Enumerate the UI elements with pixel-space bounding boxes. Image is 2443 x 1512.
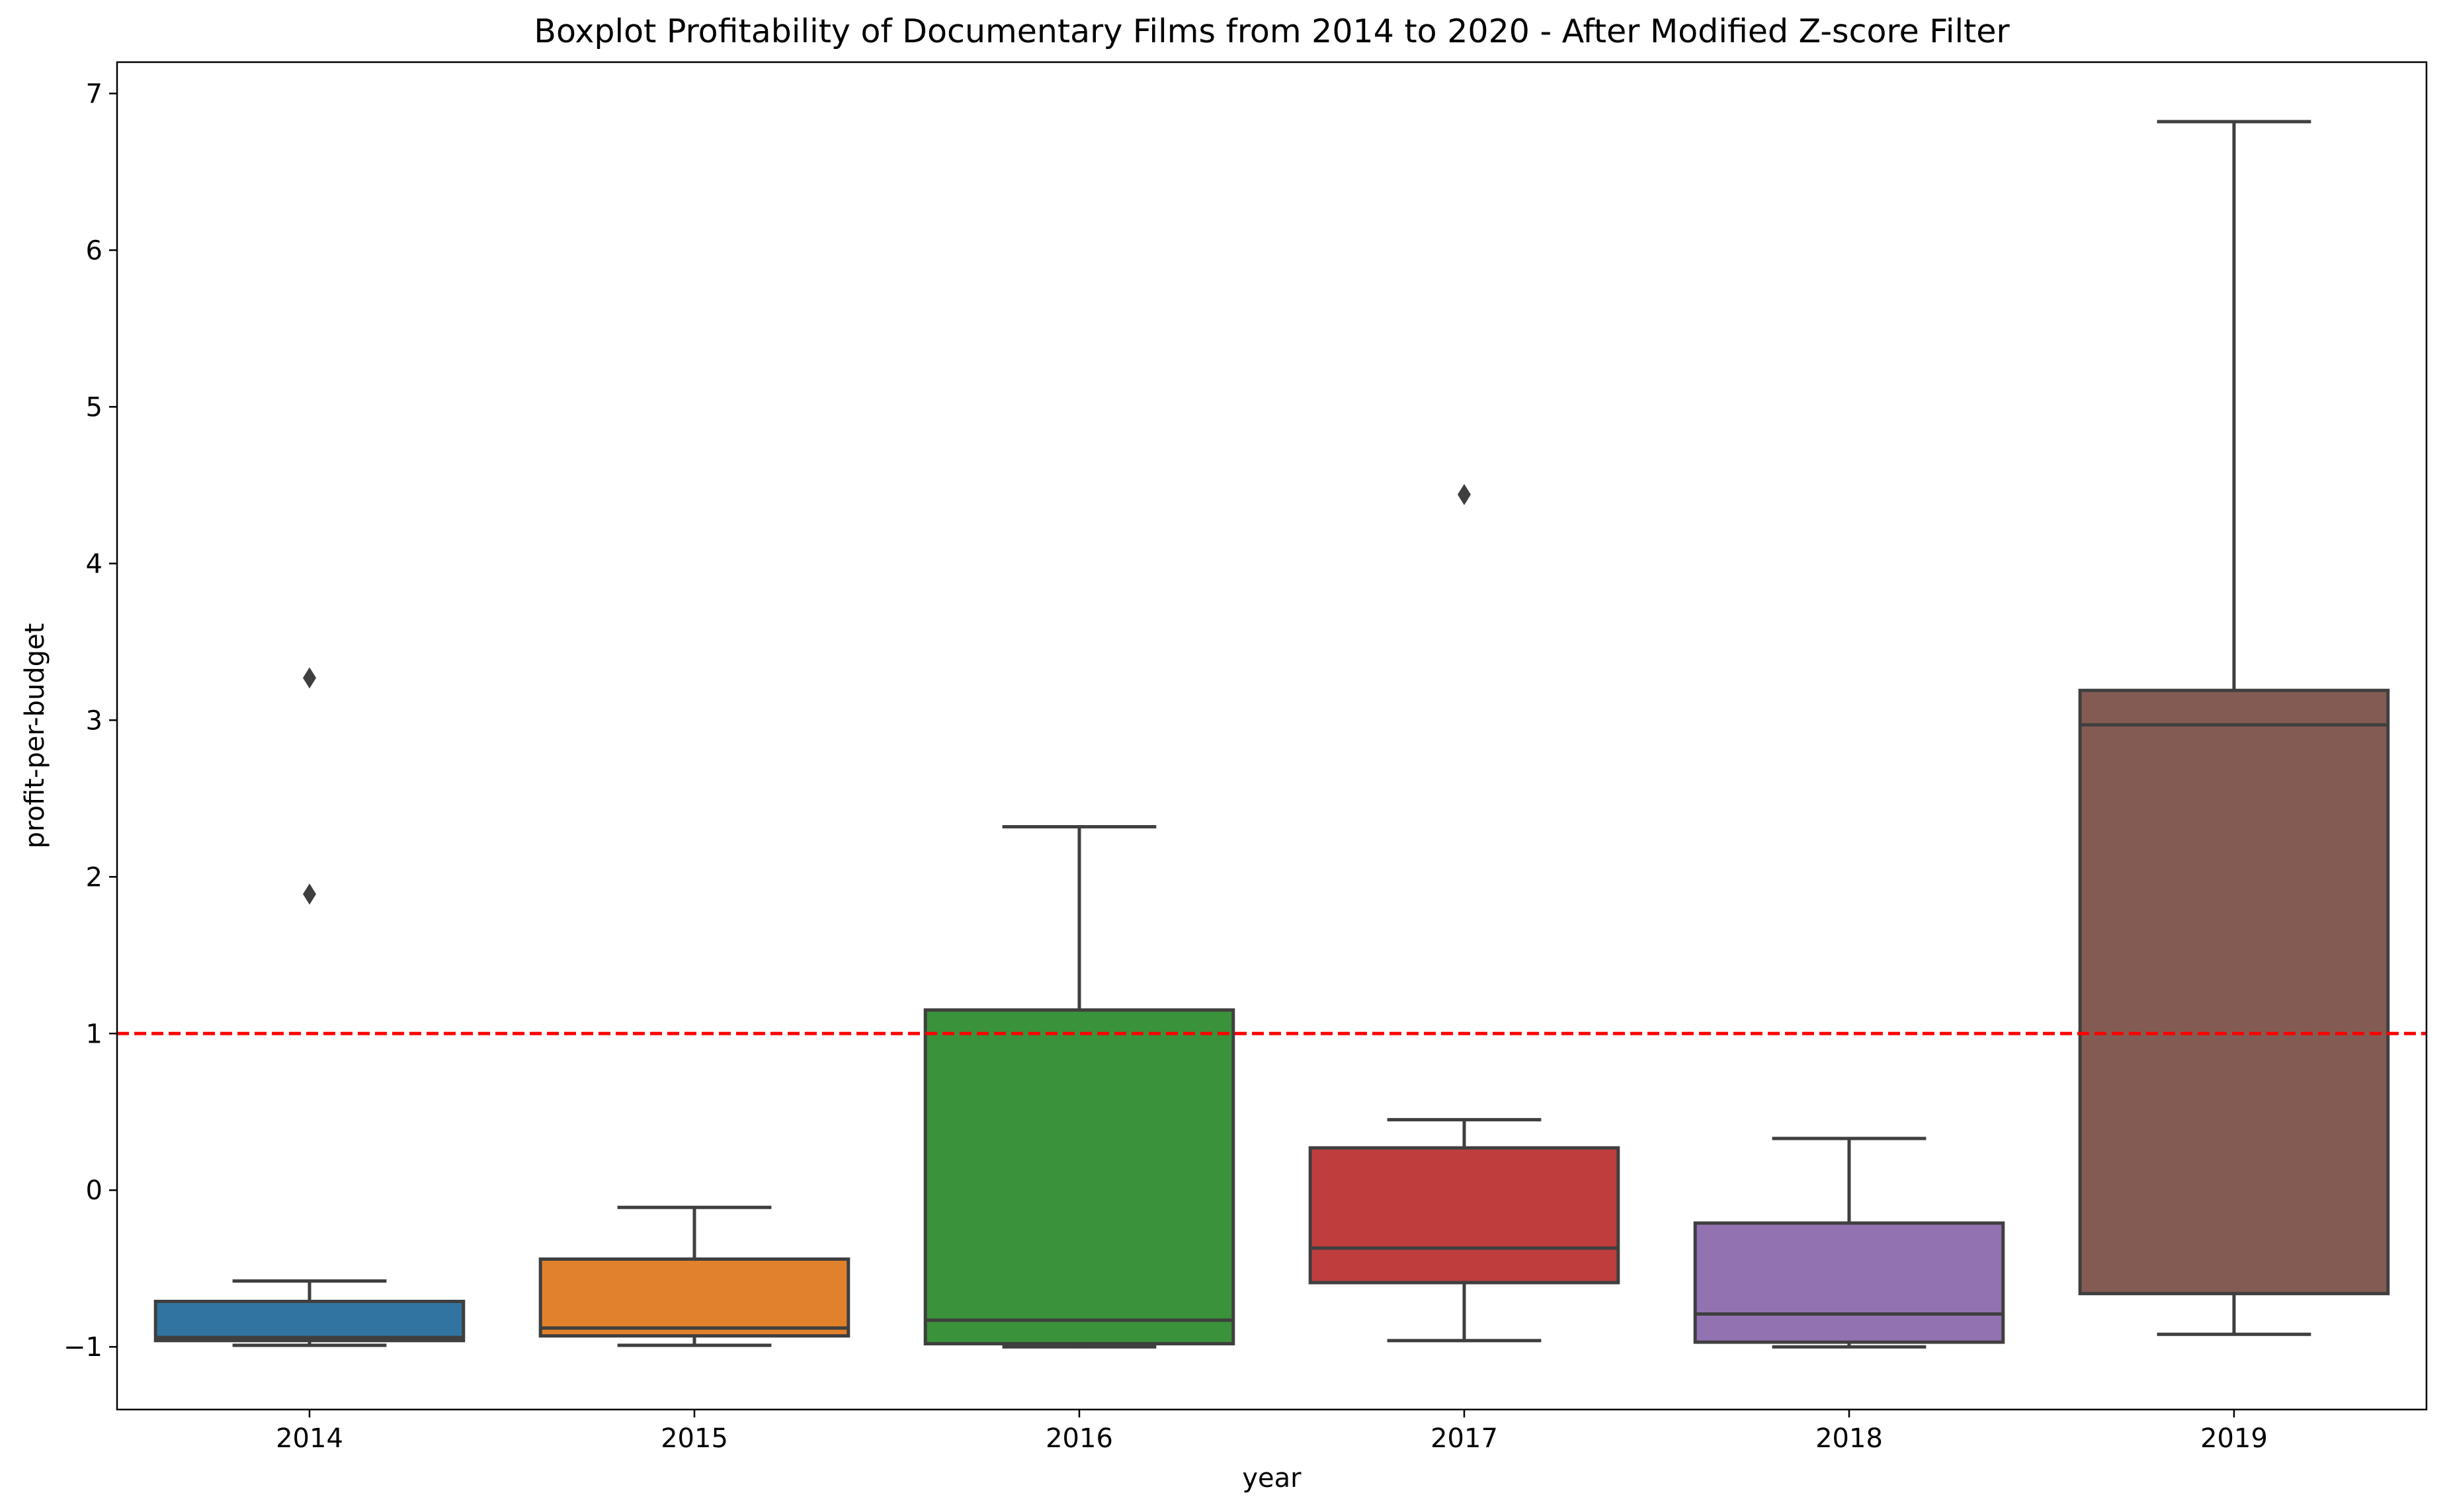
y-tick-label: 6	[86, 235, 103, 266]
y-tick-label: 0	[86, 1175, 103, 1206]
box-group-2015	[538, 1205, 850, 1347]
axes-frame	[116, 61, 2428, 1411]
y-tick-label: 7	[86, 79, 103, 109]
outlier-point	[303, 883, 316, 905]
box-iqr	[2078, 688, 2390, 1296]
box-iqr	[153, 1299, 466, 1343]
y-tick-label: 3	[86, 705, 103, 736]
outlier-point	[303, 667, 316, 689]
y-tick-label: 2	[86, 862, 103, 893]
outlier-point	[1458, 484, 1471, 506]
x-tick-label: 2018	[1815, 1423, 1883, 1454]
box-group-2019	[2078, 120, 2390, 1336]
box-iqr	[1693, 1221, 2005, 1344]
box-group-2016	[923, 824, 1235, 1349]
x-axis-ticks: 2014 2015 2016 2017 2018 2019	[276, 1410, 2268, 1454]
box-iqr	[1308, 1146, 1620, 1285]
x-tick-label: 2017	[1430, 1423, 1498, 1454]
x-tick-label: 2016	[1046, 1423, 1113, 1454]
box-iqr	[923, 1008, 1235, 1345]
y-tick-label: 5	[86, 392, 103, 422]
y-axis-ticks: −1 0 1 2 3 4 5 6 7	[63, 79, 117, 1363]
plot-area	[117, 120, 2426, 1349]
y-tick-label: 4	[86, 549, 103, 579]
x-tick-label: 2019	[2200, 1423, 2268, 1454]
x-tick-label: 2015	[661, 1423, 728, 1454]
box-group-2018	[1693, 1136, 2005, 1349]
y-tick-label: −1	[63, 1332, 103, 1363]
chart-title: Boxplot Profitability of Documentary Fil…	[534, 13, 2010, 50]
box-iqr	[538, 1257, 850, 1338]
x-axis-label: year	[1242, 1463, 1302, 1493]
y-axis-label: profit-per-budget	[20, 623, 50, 849]
x-tick-label: 2014	[276, 1423, 343, 1454]
y-tick-label: 1	[86, 1019, 103, 1049]
box-group-2014	[153, 667, 466, 1347]
box-group-2017	[1308, 484, 1620, 1343]
